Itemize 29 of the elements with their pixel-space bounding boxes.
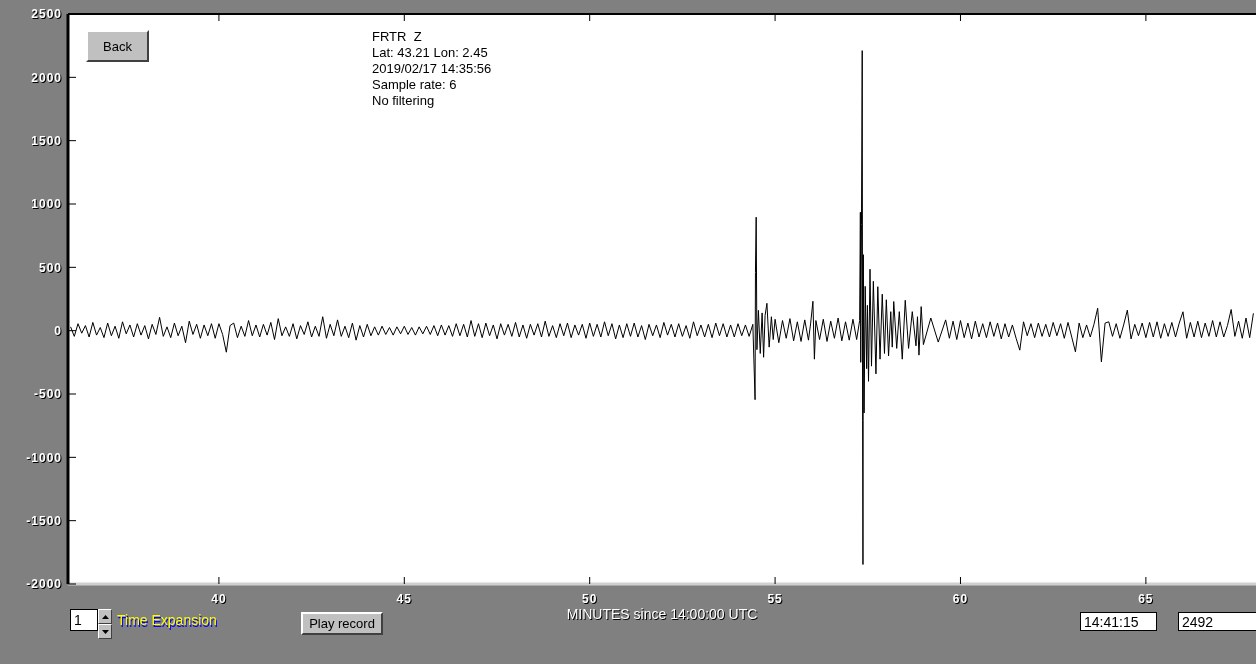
x-tick-label: 55 <box>767 591 783 606</box>
annotation: Sample rate: 6 <box>372 77 457 92</box>
x-tick-label: 65 <box>1138 591 1154 606</box>
x-tick-label: 45 <box>396 591 412 606</box>
text: Time Expansion <box>117 612 217 628</box>
x-tick-label: 50 <box>582 591 598 606</box>
annotation: No filtering <box>372 93 435 108</box>
number-field: 1 <box>70 609 98 631</box>
y-tick-label: -1500 <box>26 513 62 528</box>
y-tick-label: 500 <box>38 260 62 275</box>
play-record-button: Play record <box>301 612 383 635</box>
y-tick-label: 1500 <box>31 133 62 148</box>
annotation: Back <box>103 38 132 54</box>
x-tick-label: 40 <box>211 591 227 606</box>
y-tick-label: -1000 <box>26 450 62 465</box>
annotation: Lat: 43.21 Lon: 2.45 <box>372 45 488 60</box>
y-tick-label: 2000 <box>31 70 62 85</box>
y-tick-label: -500 <box>33 387 62 402</box>
time-field: 14:41:15 <box>1080 612 1157 631</box>
back-button: Back <box>86 30 149 62</box>
y-tick-label: 0 <box>54 323 62 338</box>
annotation: 2019/02/17 14:35:56 <box>372 61 492 76</box>
x-tick-label: 60 <box>952 591 969 606</box>
y-tick-label: -2000 <box>26 577 62 592</box>
text: FRTR Z <box>372 29 422 44</box>
y-tick-label: 1000 <box>31 197 62 212</box>
y-tick-label: 2500 <box>31 7 62 22</box>
x-axis-title: MINUTES since 14:00:00 UTC <box>566 606 758 622</box>
readout-field: 2492 <box>1178 612 1256 631</box>
